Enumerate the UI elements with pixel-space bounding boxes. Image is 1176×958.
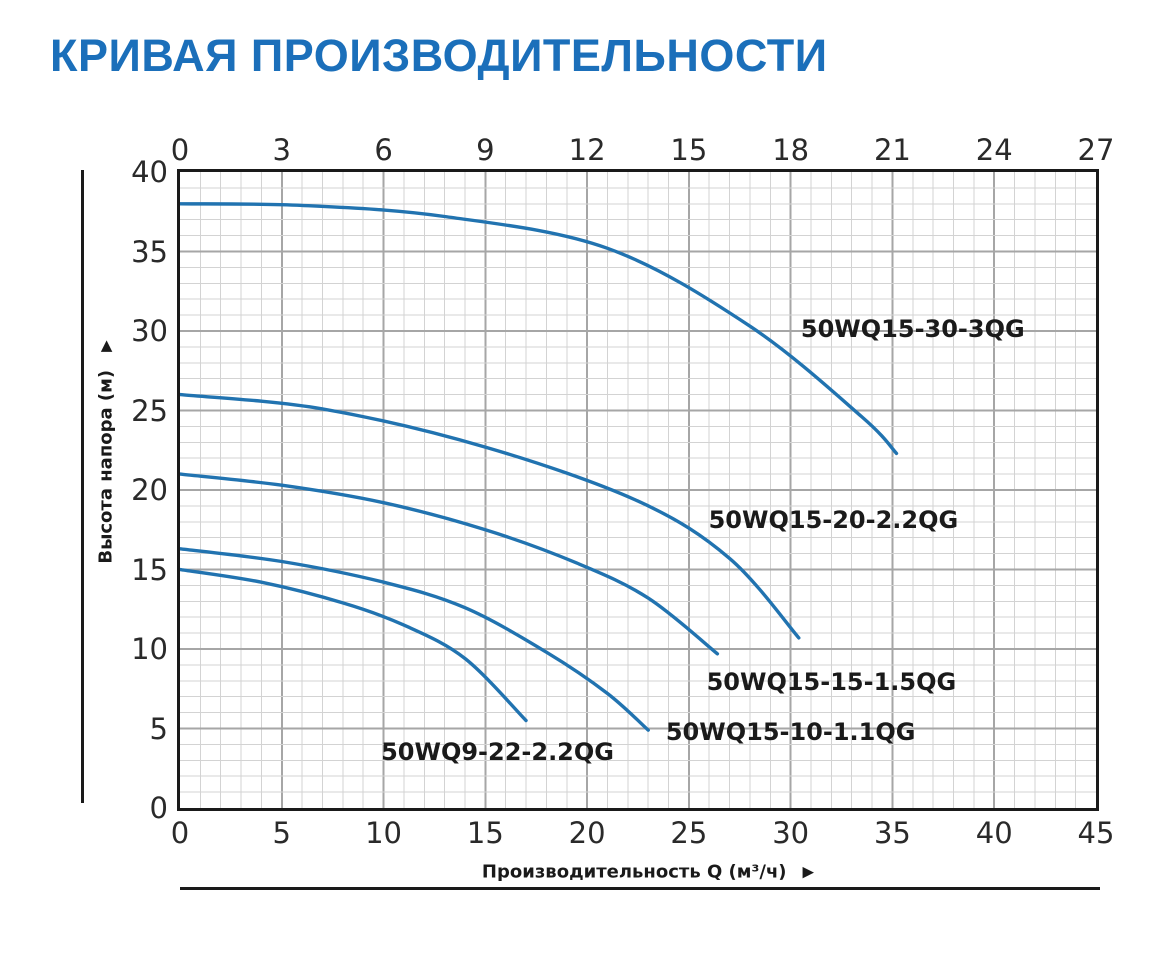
top-x-tick-label: 27 [1077, 133, 1115, 167]
x-tick-label: 25 [670, 816, 708, 850]
grid-lines [180, 172, 1096, 808]
x-axis-rule [180, 887, 1100, 890]
pump-curve [180, 547, 650, 732]
top-x-tick-label: 21 [873, 133, 911, 167]
pump-curve [180, 472, 720, 656]
page-title: КРИВАЯ ПРОИЗВОДИТЕЛЬНОСТИ [50, 30, 828, 81]
x-axis-title: Производительность Q (м³/ч) ▶ [482, 862, 814, 883]
x-tick-label: 45 [1077, 816, 1115, 850]
top-x-tick-label: 3 [272, 133, 291, 167]
y-tick-label: 35 [131, 234, 168, 269]
x-tick-label: 10 [365, 816, 402, 850]
x-tick-label: 30 [772, 816, 810, 850]
pump-curves [180, 202, 899, 732]
y-tick-label: 10 [131, 632, 168, 666]
y-tick-label: 20 [131, 473, 168, 507]
pump-curve [180, 567, 528, 723]
top-x-tick-label: 18 [772, 133, 810, 167]
y-axis-title: Высота напора (м) ▶ [96, 340, 117, 563]
chart-plot-area: 50WQ15-30-3QG 50WQ15-20-2.2QG 50WQ15-15-1.… [177, 169, 1099, 811]
y-axis-rule [81, 170, 84, 803]
top-x-tick-label: 9 [476, 133, 495, 167]
x-tick-label: 15 [466, 816, 504, 850]
x-tick-label: 40 [975, 816, 1013, 850]
y-tick-label: 5 [149, 711, 168, 746]
top-x-tick-label: 15 [670, 133, 708, 167]
x-tick-label: 20 [568, 816, 606, 850]
top-x-tick-label: 0 [170, 133, 190, 167]
top-x-tick-label: 24 [975, 133, 1013, 167]
pump-curve [180, 202, 899, 456]
right-arrow-icon: ▶ [802, 862, 815, 881]
top-x-tick-label: 6 [374, 133, 393, 167]
y-axis-title-text: Высота напора (м) [95, 369, 117, 564]
chart-canvas [180, 172, 1096, 808]
x-tick-label: 5 [272, 816, 291, 850]
y-tick-label: 0 [149, 791, 168, 825]
y-tick-label: 40 [131, 155, 168, 189]
x-tick-label: 35 [873, 816, 911, 850]
x-tick-label: 0 [170, 816, 190, 850]
x-axis-title-text: Производительность Q (м³/ч) [481, 861, 787, 883]
y-tick-label: 30 [131, 314, 168, 348]
y-tick-label: 15 [131, 552, 168, 587]
pump-curve [180, 392, 801, 640]
top-x-tick-label: 12 [568, 133, 606, 167]
up-arrow-icon: ▶ [96, 340, 115, 352]
y-tick-label: 25 [131, 393, 168, 428]
